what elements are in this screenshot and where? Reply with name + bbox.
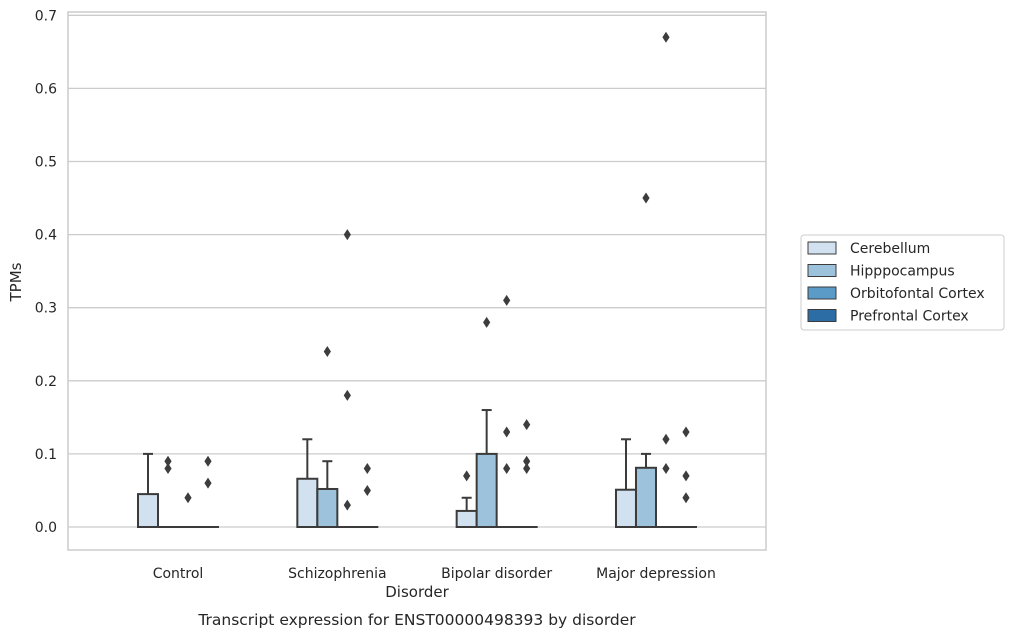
box [316,487,339,529]
outlier-point [343,499,351,511]
x-tick-label: Schizophrenia [288,566,386,582]
box-group [177,492,199,529]
box-group [336,229,359,529]
legend-item: Orbitofontal Cortex [807,286,985,302]
box [475,452,498,528]
box-group [634,192,657,528]
outlier-point [523,455,531,467]
y-tick-label: 0.6 [35,81,57,97]
box [634,466,657,528]
box-group [137,452,159,529]
x-axis-ticks: Control Schizophrenia Bipolar disorder Majo… [153,566,716,582]
outlier-point [642,192,650,204]
outlier-point [503,294,511,306]
legend-swatch [807,309,837,322]
plot-area-frame [67,11,767,551]
legend-item: Prefrontal Cortex [807,309,969,325]
legend-swatch [807,264,837,277]
y-tick-label: 0.1 [35,447,57,463]
x-axis-label: Disorder [385,583,449,601]
legend-swatch [807,286,837,300]
box-group [455,470,478,528]
legend-swatch [807,241,837,255]
box-group [316,346,339,529]
box-group [475,316,498,528]
box-group [515,419,538,529]
y-tick-label: 0.3 [35,301,57,317]
box-group [157,455,179,529]
legend-item: Cerebellum [807,241,930,257]
box [296,477,319,528]
x-tick-label: Control [153,566,204,582]
outlier-point [463,470,471,482]
legend-label: Cerebellum [850,241,930,257]
outlier-point [503,426,511,438]
legend-label: Orbitofontal Cortex [850,286,985,302]
legend-label: Prefrontal Cortex [850,309,969,325]
y-tick-label: 0.4 [35,228,57,244]
outlier-point [363,484,371,496]
legend: Cerebellum Hipppocampus Orbitofontal Corte… [800,234,1005,331]
outlier-point [682,426,690,438]
outlier-point [164,455,172,467]
outlier-point [204,477,212,489]
outlier-point [662,433,670,445]
box [137,493,159,529]
x-tick-label: Major depression [596,566,716,582]
grid-lines [68,14,766,528]
outlier-point [682,470,690,482]
y-axis-label: TPMs [7,262,25,302]
outlier-point [204,455,212,467]
outlier-point [164,463,172,475]
outlier-point [363,463,371,475]
outlier-point [662,31,670,43]
legend-label: Hipppocampus [850,264,955,280]
y-tick-label: 0.0 [35,520,57,536]
outlier-point [662,463,670,475]
outlier-point [483,316,491,328]
figure-caption: Transcript expression for ENST0000049839… [197,611,636,629]
outlier-point [343,229,351,241]
box-group [197,455,219,529]
box-group [495,294,518,529]
y-tick-label: 0.2 [35,374,57,390]
box [614,488,637,528]
outlier-point [184,492,192,504]
box [455,509,478,528]
box-group [654,31,677,529]
outlier-point [503,463,511,475]
legend-frame [800,234,1005,331]
y-axis-ticks: 0.0 0.1 0.2 0.3 0.4 0.5 0.6 0.7 [35,8,57,536]
box-group [356,463,379,529]
x-tick-label: Bipolar disorder [441,566,552,582]
y-tick-label: 0.7 [35,8,57,24]
outlier-point [523,463,531,475]
outlier-point [682,492,690,504]
y-tick-label: 0.5 [35,155,57,171]
box-plot-boxes [137,31,697,529]
box-group [296,438,319,528]
outlier-point [523,419,531,431]
legend-item: Hipppocampus [807,264,955,280]
box-group [614,438,637,528]
outlier-point [343,389,351,401]
box-group [674,426,697,529]
outlier-point [323,346,331,358]
